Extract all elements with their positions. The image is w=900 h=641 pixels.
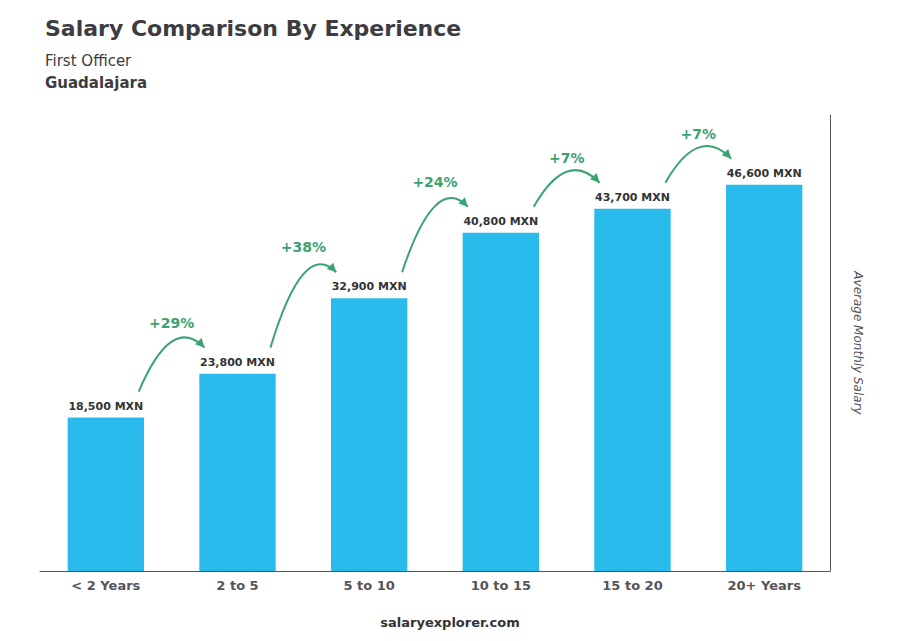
- svg-text:salaryexplorer.com: salaryexplorer.com: [380, 615, 519, 630]
- svg-text:Salary Comparison By Experienc: Salary Comparison By Experience: [45, 16, 461, 41]
- svg-text:+7%: +7%: [681, 126, 717, 142]
- svg-text:43,700 MXN: 43,700 MXN: [595, 191, 670, 204]
- svg-text:40,800 MXN: 40,800 MXN: [463, 215, 538, 228]
- svg-text:46,600 MXN: 46,600 MXN: [727, 167, 802, 180]
- svg-text:+24%: +24%: [412, 174, 457, 190]
- svg-text:23,800 MXN: 23,800 MXN: [200, 356, 275, 369]
- svg-text:15 to 20: 15 to 20: [602, 578, 662, 593]
- svg-text:< 2 Years: < 2 Years: [71, 578, 140, 593]
- svg-text:First Officer: First Officer: [45, 52, 132, 70]
- svg-text:+29%: +29%: [149, 315, 194, 331]
- svg-text:2 to 5: 2 to 5: [216, 578, 258, 593]
- svg-text:18,500 MXN: 18,500 MXN: [68, 400, 143, 413]
- svg-text:10 to 15: 10 to 15: [471, 578, 531, 593]
- svg-text:+7%: +7%: [549, 150, 585, 166]
- svg-text:32,900 MXN: 32,900 MXN: [332, 280, 407, 293]
- svg-text:20+ Years: 20+ Years: [727, 578, 801, 593]
- svg-text:Average Monthly Salary: Average Monthly Salary: [851, 270, 865, 415]
- svg-text:+38%: +38%: [281, 239, 326, 255]
- svg-text:5 to 10: 5 to 10: [343, 578, 394, 593]
- svg-text:Guadalajara: Guadalajara: [45, 74, 147, 92]
